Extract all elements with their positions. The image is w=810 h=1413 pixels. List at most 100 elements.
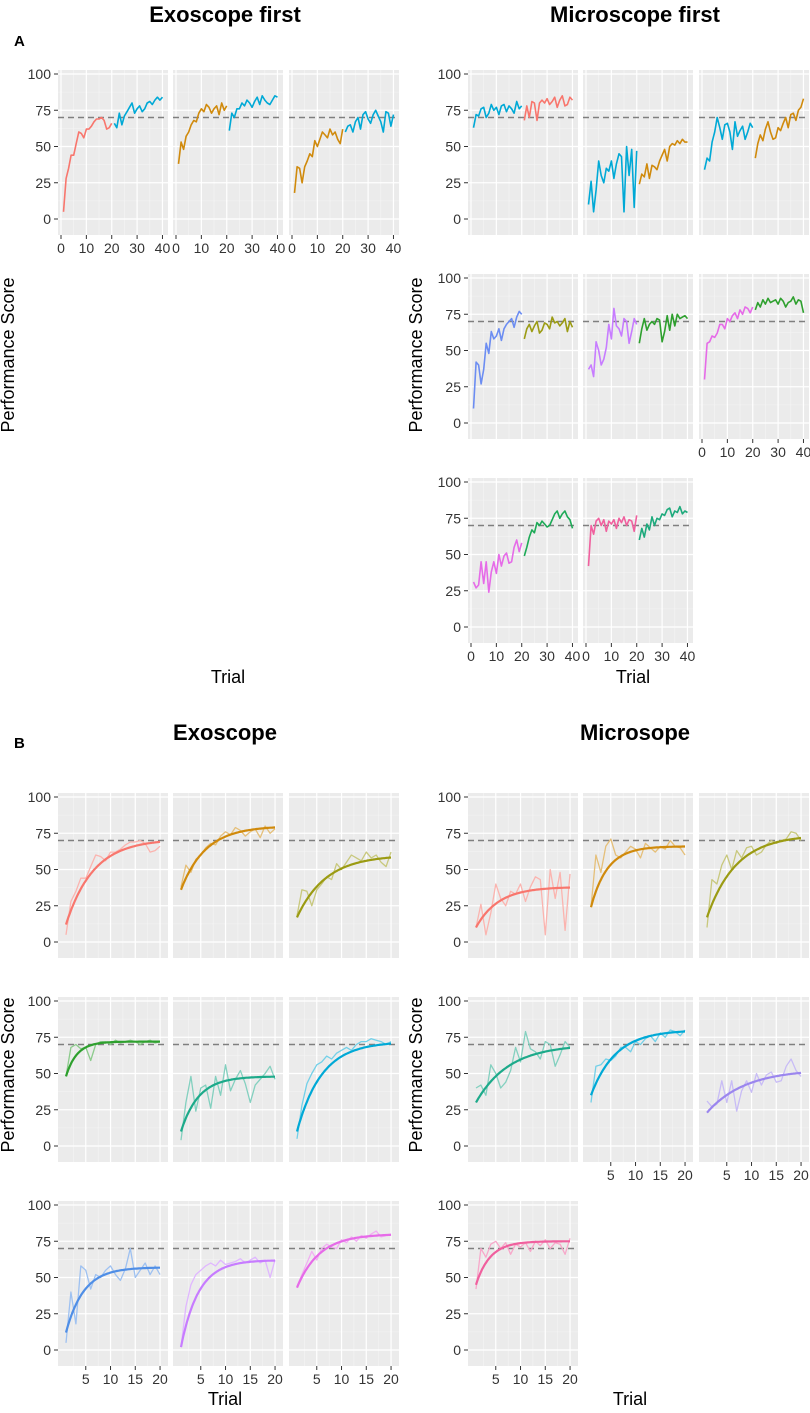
- fit-curve: [64, 840, 161, 925]
- facet-panel: [699, 793, 809, 958]
- y-tick-label: 0: [453, 934, 461, 950]
- panel-background: [699, 793, 809, 958]
- series-line: [228, 95, 278, 131]
- y-tick-label: 100: [438, 474, 462, 490]
- panel-background: [289, 1201, 399, 1366]
- facet-panel: 5 10 15 20: [173, 1201, 283, 1387]
- facet-panel: [699, 70, 809, 235]
- x-tick-label: 20: [104, 240, 120, 256]
- facet-panel: 0 10 20 30 40: [172, 70, 285, 256]
- facet-panel: 0 25 50 75 100: [28, 789, 168, 958]
- y-tick-label: 100: [438, 789, 462, 805]
- facet-panel: 0 25 50 75 100 5 10 15 20: [438, 1197, 578, 1387]
- title-exoscope: Exoscope: [173, 720, 277, 745]
- y-tick-label: 50: [35, 862, 51, 878]
- y-tick-label: 100: [438, 993, 462, 1009]
- series-line: [62, 116, 113, 212]
- y-tick-label: 100: [438, 1197, 462, 1213]
- y-tick-label: 75: [445, 1233, 461, 1249]
- y-tick-label: 50: [445, 139, 461, 155]
- fit-curve: [295, 1042, 392, 1132]
- x-tick-label: 0: [582, 648, 590, 664]
- panel-background: [468, 997, 578, 1162]
- x-tick-label: 15: [537, 1371, 553, 1387]
- facet-panel: [289, 793, 399, 958]
- fit-curve: [705, 836, 802, 918]
- series-line: [472, 100, 523, 128]
- xlabel-b-right: Trial: [613, 1389, 647, 1409]
- facet-panel: 5 10 15 20: [699, 997, 809, 1183]
- y-tick-label: 100: [438, 270, 462, 286]
- facet-panel: [583, 274, 693, 439]
- y-tick-label: 75: [445, 510, 461, 526]
- panel-background: [58, 793, 168, 958]
- series-line: [587, 515, 638, 567]
- x-tick-label: 0: [172, 240, 180, 256]
- series-line: [472, 539, 523, 594]
- y-tick-label: 0: [453, 1342, 461, 1358]
- fit-curve: [475, 1046, 571, 1104]
- y-tick-label: 100: [28, 66, 52, 82]
- y-tick-label: 25: [445, 379, 461, 395]
- facet-panel: [173, 793, 283, 958]
- y-tick-label: 100: [28, 1197, 52, 1213]
- y-tick-label: 75: [445, 102, 461, 118]
- y-tick-label: 50: [35, 139, 51, 155]
- x-tick-label: 10: [720, 444, 736, 460]
- facet-panel: 0 25 50 75 100: [438, 66, 578, 235]
- x-tick-label: 0: [288, 240, 296, 256]
- x-tick-label: 15: [127, 1371, 143, 1387]
- y-tick-label: 75: [35, 825, 51, 841]
- facet-panel: [289, 997, 399, 1162]
- panel-background: [468, 1201, 578, 1366]
- fit-curve: [589, 1030, 685, 1096]
- x-tick-label: 40: [386, 240, 402, 256]
- ylabel-b-right: Performance Score: [406, 997, 426, 1152]
- y-tick-label: 25: [445, 583, 461, 599]
- series-line: [590, 838, 686, 908]
- y-tick-label: 0: [453, 619, 461, 635]
- title-exoscope-first: Exoscope first: [149, 2, 301, 27]
- series-line: [523, 316, 574, 340]
- x-tick-label: 0: [698, 444, 706, 460]
- x-tick-label: 10: [628, 1167, 644, 1183]
- y-tick-label: 75: [35, 1233, 51, 1249]
- series-line: [472, 310, 523, 409]
- series-line: [754, 98, 805, 159]
- y-tick-label: 75: [445, 306, 461, 322]
- title-microsope: Microsope: [580, 720, 690, 745]
- fit-curve: [179, 1259, 276, 1348]
- panel-background: [58, 1201, 168, 1366]
- series-line: [754, 296, 805, 313]
- fit-curve: [179, 826, 276, 891]
- y-tick-label: 50: [445, 343, 461, 359]
- fit-curve: [706, 1071, 802, 1114]
- series-line: [638, 505, 688, 541]
- panel-background: [583, 70, 693, 235]
- x-tick-label: 5: [82, 1371, 90, 1387]
- x-tick-label: 5: [607, 1167, 615, 1183]
- x-tick-label: 15: [652, 1167, 668, 1183]
- x-tick-label: 20: [219, 240, 235, 256]
- facet-panel: 0 25 50 75 100 0 10 20 30 40: [28, 66, 171, 256]
- fit-curve: [295, 1233, 392, 1289]
- panel-background: [58, 997, 168, 1162]
- y-tick-label: 25: [445, 175, 461, 191]
- x-tick-label: 10: [310, 240, 326, 256]
- facet-panel: 0 10 20 30 40: [582, 478, 695, 664]
- panel-background: [173, 70, 283, 235]
- panel-background: [468, 478, 578, 643]
- series-line: [638, 138, 688, 185]
- x-tick-label: 5: [197, 1371, 205, 1387]
- y-tick-label: 50: [445, 862, 461, 878]
- y-tick-label: 0: [43, 1342, 51, 1358]
- x-tick-label: 15: [358, 1371, 374, 1387]
- facet-panel: 0 10 20 30 40: [288, 70, 401, 256]
- x-tick-label: 20: [677, 1167, 693, 1183]
- x-tick-label: 20: [267, 1371, 283, 1387]
- fit-curve: [296, 856, 392, 918]
- series-line: [590, 1029, 686, 1103]
- fit-curve: [475, 886, 571, 929]
- facet-panel: 0 10 20 30 40: [698, 274, 810, 460]
